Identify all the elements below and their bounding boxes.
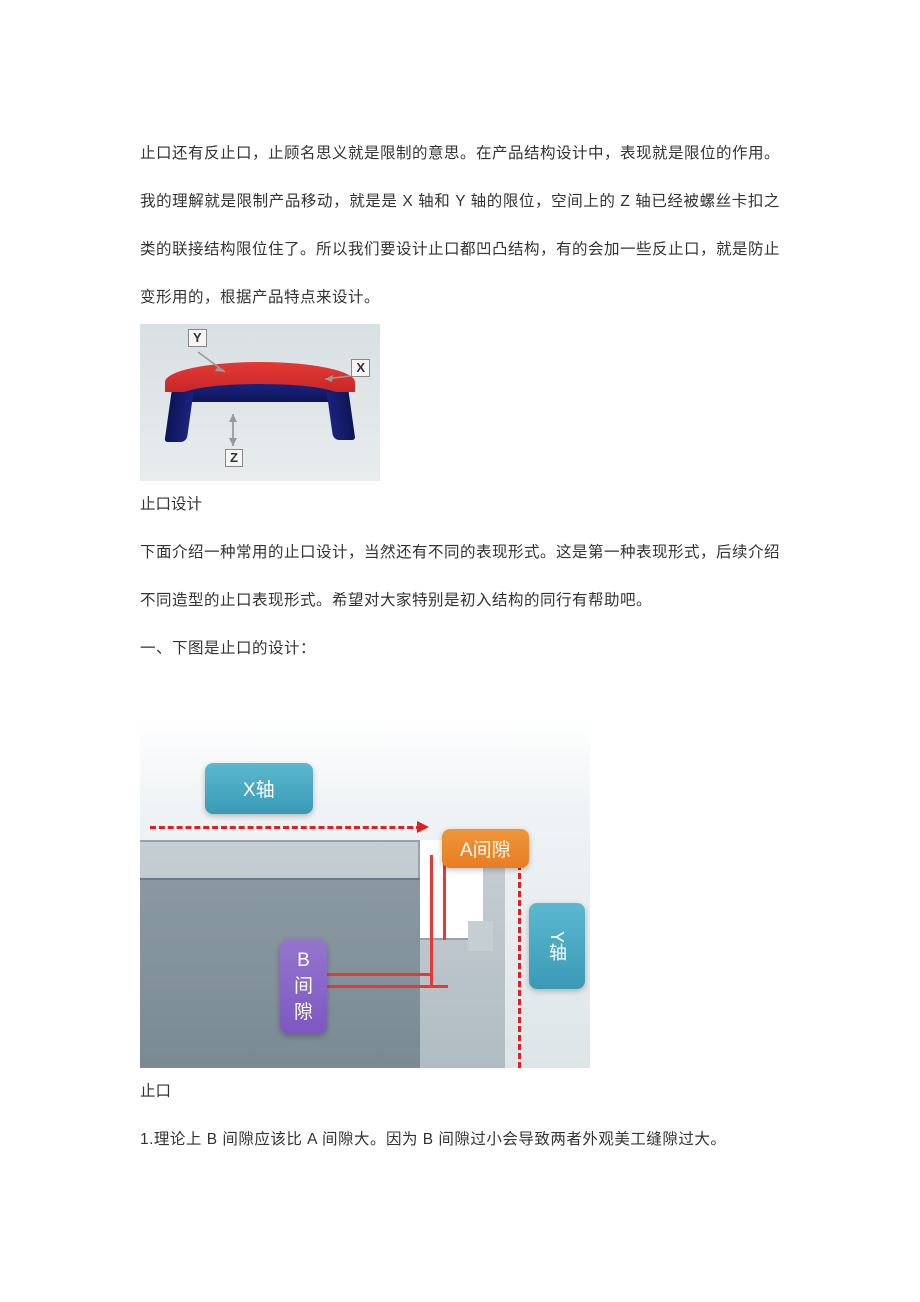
b-gap-line-top <box>320 973 433 976</box>
conclusion-paragraph: 1.理论上 B 间隙应该比 A 间隙大。因为 B 间隙过小会导致两者外观美工缝隙… <box>140 1116 780 1164</box>
x-axis-label-box: X轴 <box>205 763 313 814</box>
figure1-caption: 止口设计 <box>140 481 780 529</box>
description-paragraph: 下面介绍一种常用的止口设计，当然还有不同的表现形式。这是第一种表现形式，后续介绍… <box>140 529 780 625</box>
a-gap-line-right <box>443 855 446 940</box>
y-axis-label: Y <box>188 329 207 347</box>
x-axis-label: X <box>351 359 370 377</box>
a-gap-label-box: A间隙 <box>442 829 529 868</box>
figure2-caption: 止口 <box>140 1068 780 1116</box>
z-axis-label: Z <box>225 449 243 467</box>
b-gap-label-box: B间隙 <box>280 940 327 1034</box>
b-gap-line-bottom <box>320 985 448 988</box>
y-axis-dashed-line <box>518 864 521 1068</box>
figure-axis-diagram: Y X Z <box>140 324 380 481</box>
axis-arrows <box>140 324 380 481</box>
x-axis-dashed-line <box>150 826 422 829</box>
x-arrow <box>417 821 429 833</box>
section-heading: 一、下图是止口的设计： <box>140 625 780 673</box>
a-gap-line-left <box>430 855 433 985</box>
intro-paragraph: 止口还有反止口，止顾名思义就是限制的意思。在产品结构设计中，表现就是限位的作用。… <box>140 130 780 322</box>
figure-gap-diagram: X轴 A间隙 B间隙 Y轴 <box>140 718 590 1068</box>
y-axis-label-box: Y轴 <box>529 903 585 989</box>
